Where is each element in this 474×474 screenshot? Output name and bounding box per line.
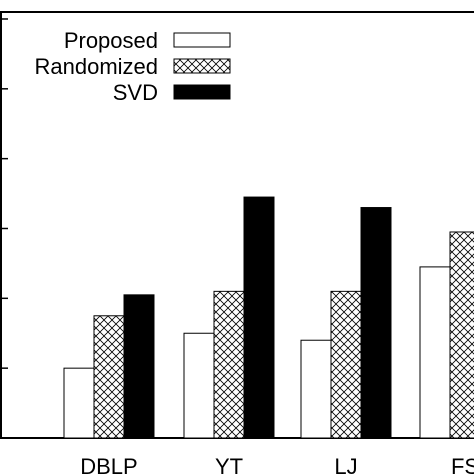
bar-svd-lj [360,207,392,439]
bar-randomized-fs [449,231,474,439]
x-tick-label: YT [215,454,243,474]
bar-proposed-fs [419,266,451,439]
legend-swatch-randomized [173,58,231,74]
legend-label-randomized: Randomized [34,54,158,79]
x-tick-label: LJ [334,454,357,474]
bar-proposed-yt [183,332,215,439]
bar-randomized-dblp [93,315,125,439]
x-tick-label: FS [451,454,474,474]
legend-label-svd: SVD [113,80,158,105]
bar-svd-yt [243,196,275,439]
bar-proposed-dblp [63,367,95,439]
legend-swatch-proposed [173,32,231,48]
bars [63,196,474,439]
x-tick-labels: DBLP YT LJ FS [80,454,474,474]
legend-label-proposed: Proposed [64,28,158,53]
bar-proposed-lj [300,339,332,439]
x-tick-label: DBLP [80,454,137,474]
bar-svd-dblp [123,294,155,439]
bar-randomized-yt [213,290,245,439]
legend-swatch-svd [173,84,231,100]
bar-randomized-lj [330,290,362,439]
